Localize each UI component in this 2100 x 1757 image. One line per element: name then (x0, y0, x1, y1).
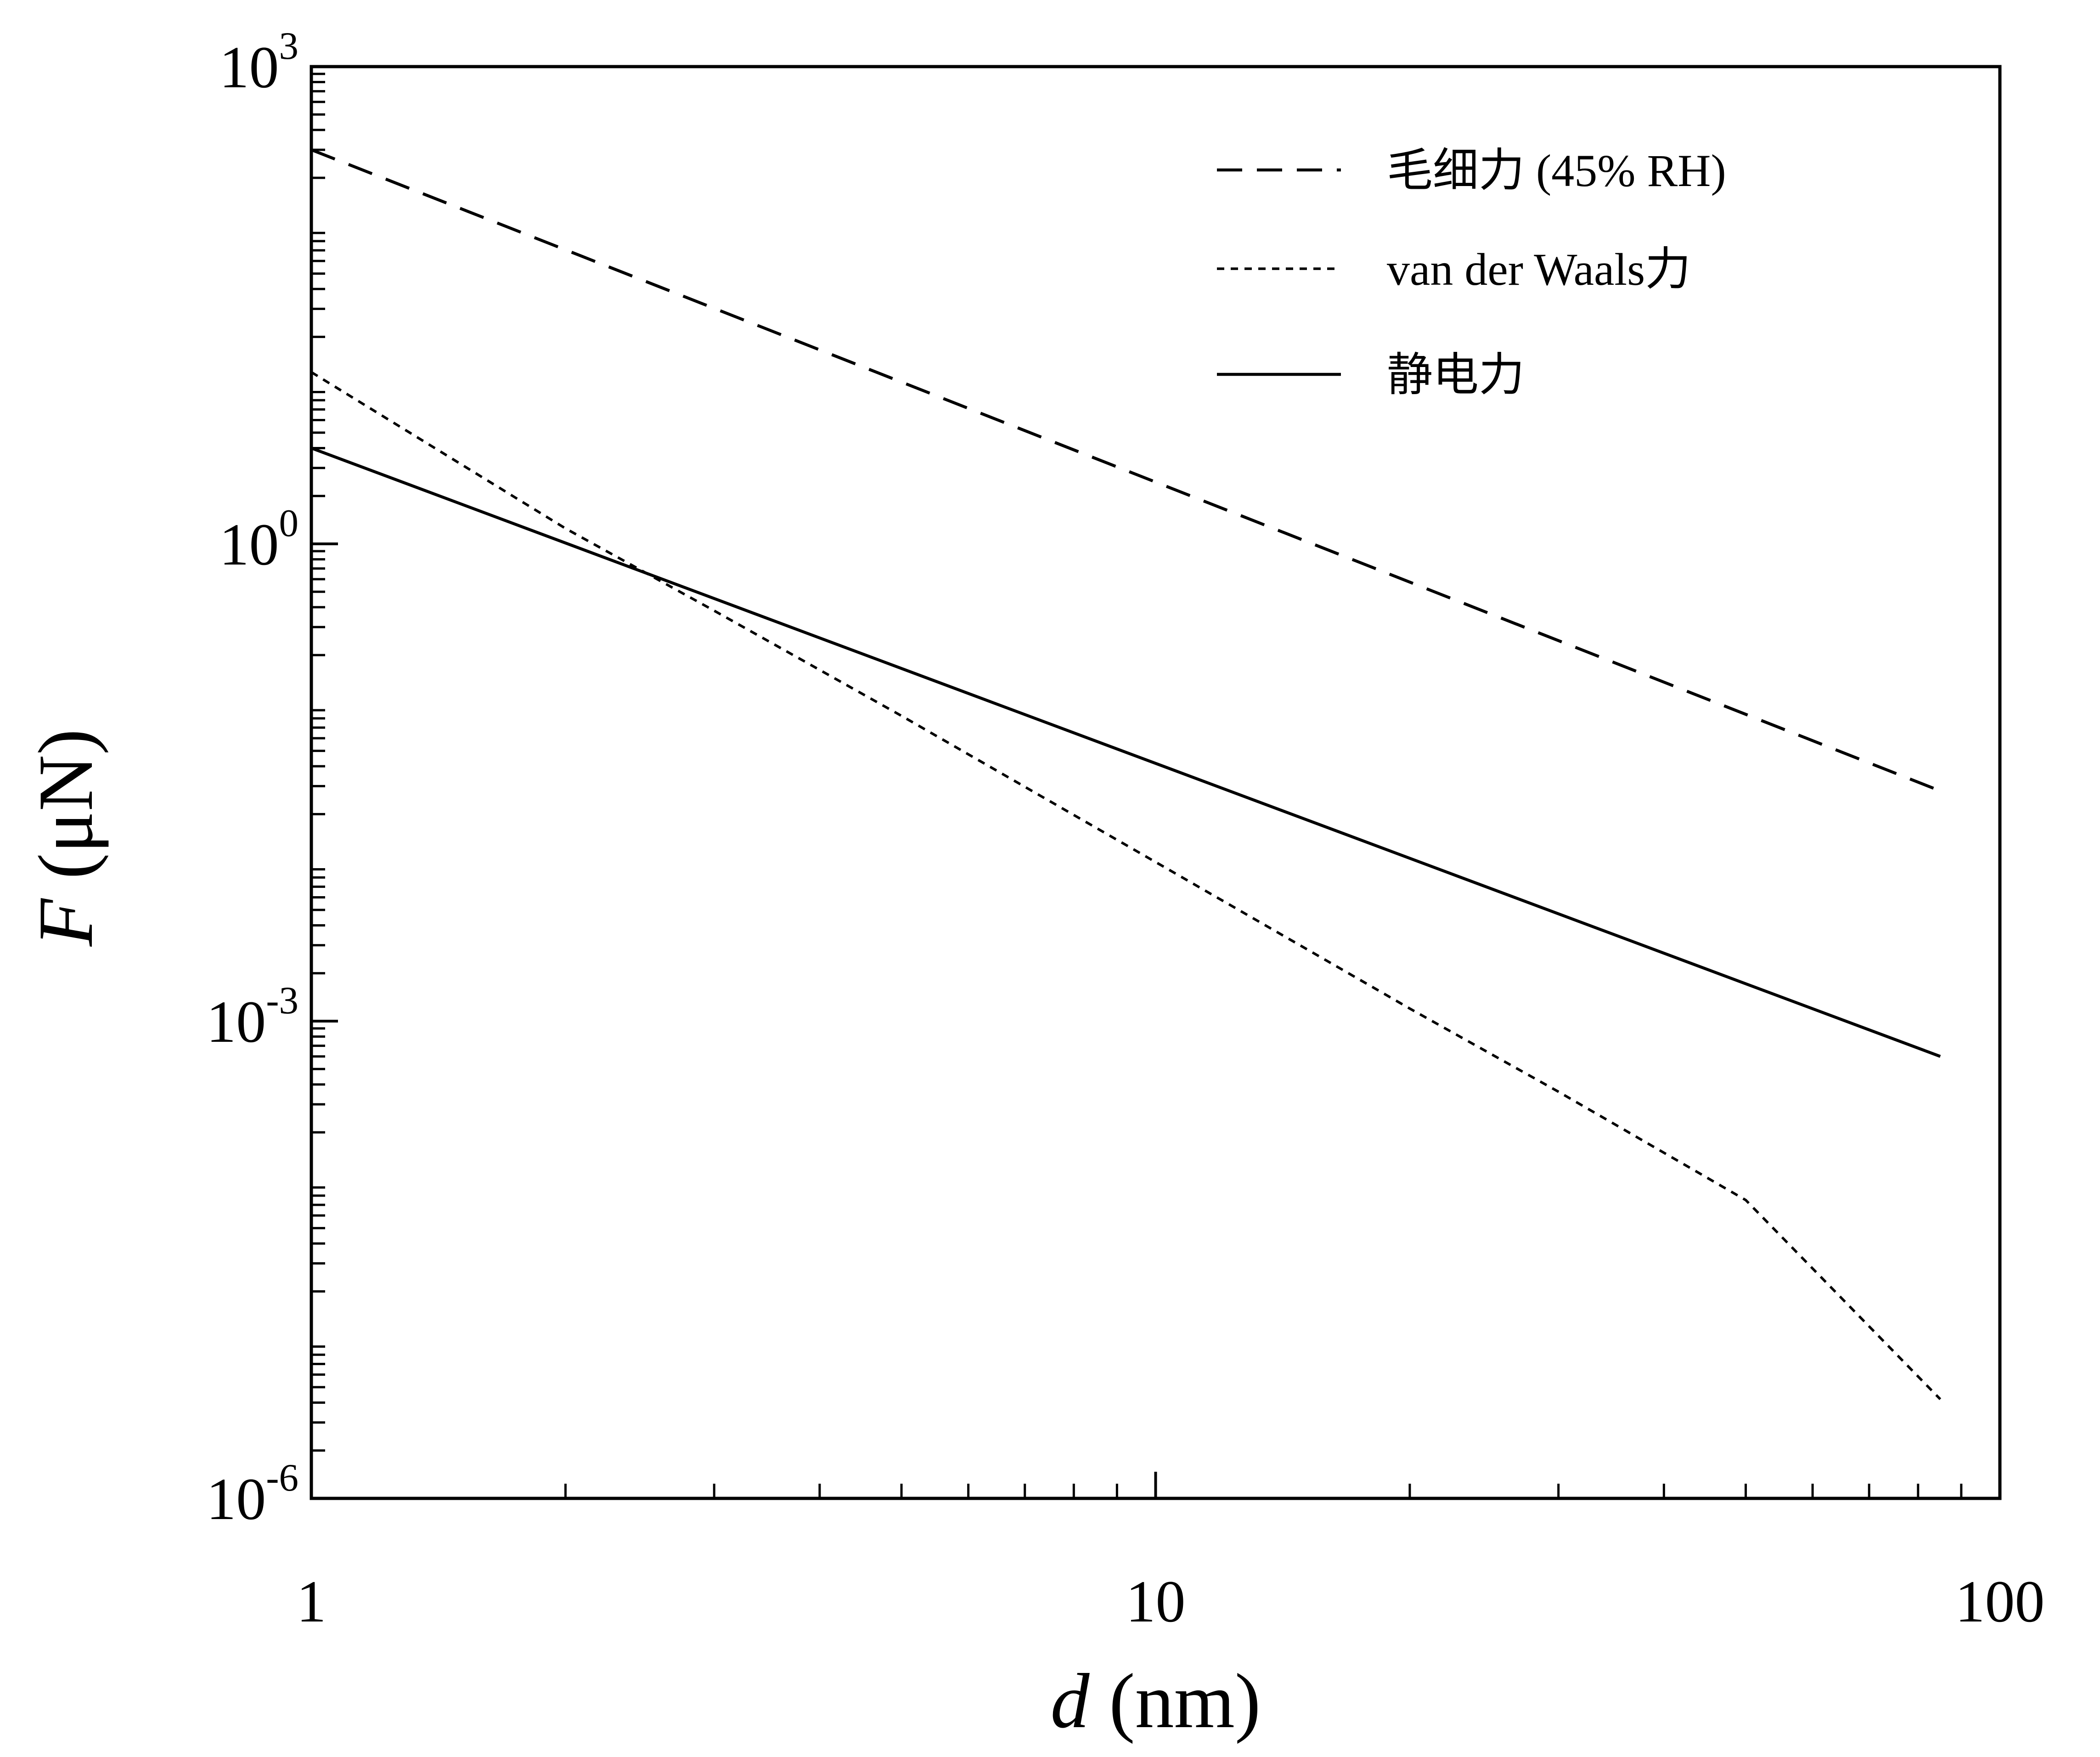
y-tick-exponent: -3 (266, 979, 298, 1022)
y-axis-title: F (μN) (23, 729, 109, 947)
x-axis-title: d (nm) (1051, 1658, 1261, 1744)
y-tick-base: 10 (206, 989, 266, 1055)
y-tick-label: 10-3 (206, 979, 298, 1055)
y-tick-label: 100 (220, 502, 299, 578)
x-tick-label: 100 (1955, 1569, 2045, 1635)
y-tick-base: 10 (220, 512, 279, 578)
y-axis-unit: (μN) (23, 729, 109, 899)
y-tick-exponent: -6 (266, 1456, 298, 1499)
x-tick-label: 10 (1126, 1569, 1186, 1635)
y-tick-label: 103 (220, 24, 299, 101)
legend-label-2: van der Waals力 (1387, 244, 1691, 295)
series-layer (310, 148, 1942, 1401)
x-axis-unit: (nm) (1090, 1658, 1261, 1744)
y-tick-base: 10 (220, 34, 279, 101)
y-tick-exponent: 3 (279, 24, 299, 68)
x-axis-symbol: d (1051, 1658, 1090, 1744)
y-tick-exponent: 0 (279, 502, 299, 545)
legend-label-1: 毛细力 (45% RH) (1387, 145, 1726, 196)
series-line-2 (310, 371, 1942, 1401)
y-axis-symbol: F (23, 898, 109, 947)
series-line-1 (310, 148, 1941, 792)
legend-label-3: 静电力 (1387, 350, 1525, 401)
series-line-3 (310, 446, 1941, 1058)
y-tick-label: 10-6 (206, 1456, 298, 1532)
y-tick-base: 10 (206, 1466, 266, 1532)
x-tick-label: 1 (297, 1569, 327, 1635)
plot-frame (310, 65, 2002, 1500)
